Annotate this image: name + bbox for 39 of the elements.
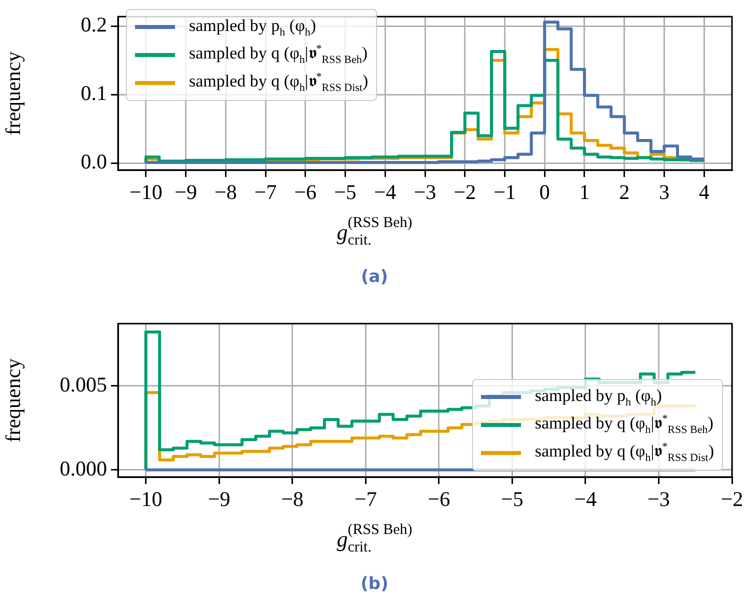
x-tick-label: −10 xyxy=(129,180,162,204)
x-tick-label: −10 xyxy=(129,487,162,512)
x-tick-label: −9 xyxy=(208,487,230,512)
x-tick-label: −5 xyxy=(334,180,356,204)
x-tick-label: −7 xyxy=(254,180,277,204)
y-tick-label: 0.005 xyxy=(60,372,107,396)
x-tick-label: 2 xyxy=(619,180,630,204)
x-tick-label: 0 xyxy=(539,180,550,204)
text: (b) xyxy=(360,574,390,596)
x-tick-label: −2 xyxy=(720,487,744,512)
y-tick-label: 0.1 xyxy=(80,81,107,106)
y-tick-label: 0.000 xyxy=(60,456,107,480)
x-tick-label: −6 xyxy=(294,180,317,204)
x-tick-label: −7 xyxy=(354,487,377,512)
legend-label: sampled by q (φ$_{h}$|𝖛$^{*}$$_{RSS Dist}$) xyxy=(189,71,368,95)
x-tick-label: −4 xyxy=(574,487,598,512)
x-tick-label: −6 xyxy=(428,487,450,512)
x-tick-label: −3 xyxy=(648,487,670,512)
x-tick-label: −2 xyxy=(454,180,476,204)
legend-label: sampled by p$_{h}$ (φ$_{h}$) xyxy=(189,16,316,38)
legend-label: sampled by q (φ$_{h}$|𝖛$^{*}$$_{RSS Dist}$) xyxy=(534,441,714,465)
y-tick-label: 0.0 xyxy=(80,150,107,174)
x-tick-label: 4 xyxy=(698,180,710,204)
legend-label: sampled by q (φ$_{h}$|𝖛$^{*}$$_{RSS Beh}$) xyxy=(534,413,714,437)
legend-label: sampled by p$_{h}$ (φ$_{h}$) xyxy=(534,386,662,408)
y-axis-title: frequency xyxy=(1,358,26,442)
legend-label: sampled by q (φ$_{h}$|𝖛$^{*}$$_{RSS Beh}$) xyxy=(189,43,368,67)
x-tick-label: −3 xyxy=(414,180,436,204)
x-tick-label: −9 xyxy=(174,180,197,204)
x-tick-label: 1 xyxy=(579,180,590,204)
y-tick-label: 0.2 xyxy=(80,12,107,37)
x-tick-label: −4 xyxy=(374,180,397,204)
x-tick-label: −8 xyxy=(281,487,304,512)
x-tick-label: −1 xyxy=(494,180,516,204)
x-tick-label: 3 xyxy=(658,180,670,204)
x-tick-label: −5 xyxy=(501,487,524,512)
y-axis-title: frequency xyxy=(1,50,26,136)
text: (a) xyxy=(360,267,389,289)
x-tick-label: −8 xyxy=(214,180,237,204)
